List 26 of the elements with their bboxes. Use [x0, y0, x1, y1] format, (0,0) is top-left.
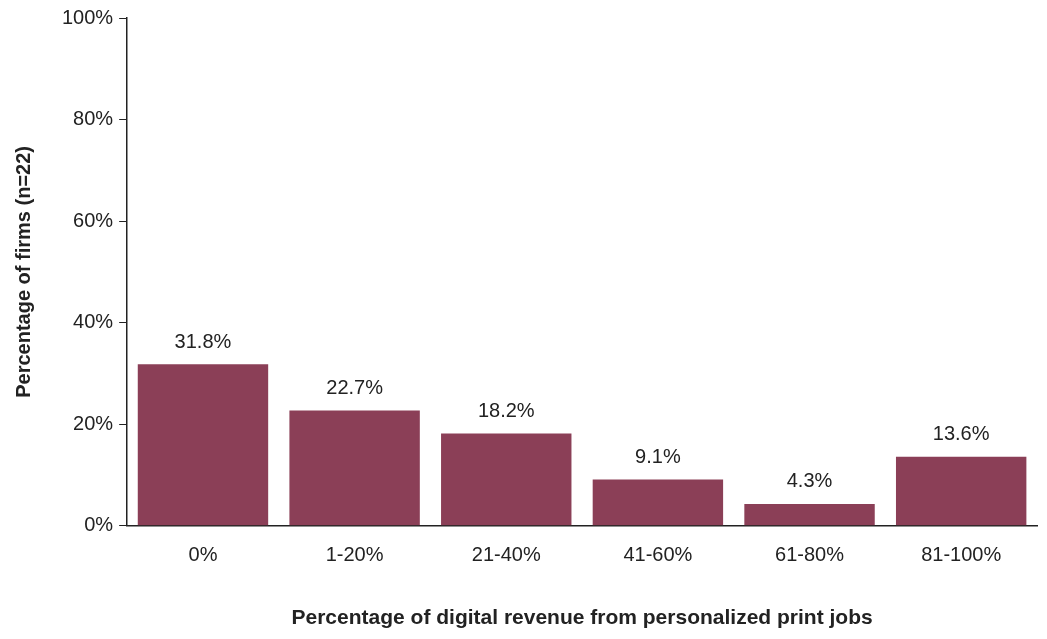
x-tick-label: 41-60%	[623, 543, 693, 566]
x-tick-label: 61-80%	[775, 543, 845, 566]
data-label: 18.2%	[477, 398, 535, 421]
bar	[744, 503, 875, 526]
bar	[895, 456, 1027, 526]
bar	[592, 479, 724, 526]
data-label: 31.8%	[174, 329, 232, 352]
bar	[441, 433, 572, 526]
data-label: 13.6%	[932, 422, 990, 445]
x-tick-label: 1-20%	[325, 543, 384, 566]
x-axis-title: Percentage of digital revenue from personalized print jobs	[291, 605, 873, 629]
y-tick-label: 100%	[62, 5, 114, 28]
y-axis-title: Percentage of firms (n=22)	[11, 146, 34, 398]
data-label: 9.1%	[635, 445, 681, 468]
y-tick-label: 60%	[73, 208, 114, 231]
x-tick-label: 0%	[188, 543, 218, 566]
y-tick-label: 80%	[73, 107, 114, 130]
data-label: 22.7%	[326, 376, 384, 399]
data-label: 4.3%	[786, 469, 833, 492]
y-tick-label: 20%	[73, 411, 114, 434]
bar	[289, 410, 420, 526]
x-tick-label: 81-100%	[921, 543, 1002, 566]
x-tick-label: 21-40%	[471, 543, 541, 566]
bar	[137, 364, 269, 526]
y-tick-label: 0%	[84, 513, 114, 536]
y-tick-label: 40%	[73, 310, 114, 333]
